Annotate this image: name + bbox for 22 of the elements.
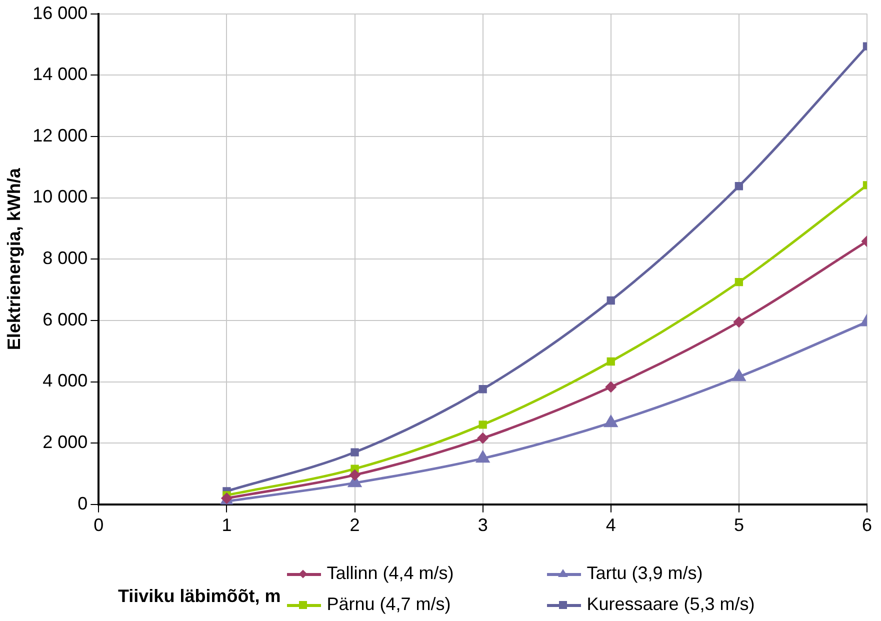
y-tick-label: 14 000 <box>32 64 88 84</box>
legend-label: Tartu (3,9 m/s) <box>586 563 703 584</box>
y-tick-label: 8 000 <box>42 248 88 268</box>
y-axis-title: Elektrienergia, kWh/a <box>4 167 24 350</box>
y-tick-label: 16 000 <box>32 2 88 23</box>
y-tick-label: 12 000 <box>32 125 88 146</box>
y-tick-label: 10 000 <box>32 186 88 207</box>
x-axis-title: Tiiviku läbimõõt, m <box>118 586 281 607</box>
x-tick-label: 5 <box>734 515 744 536</box>
y-tick-label: 0 <box>78 493 88 514</box>
x-tick-label: 4 <box>606 515 616 536</box>
x-tick-label: 3 <box>478 515 488 536</box>
x-tick-label: 0 <box>94 515 104 536</box>
x-tick-label: 6 <box>862 515 872 536</box>
y-tick-label: 4 000 <box>42 370 88 391</box>
x-tick-label: 2 <box>350 515 360 536</box>
x-tick-label: 1 <box>222 515 232 536</box>
legend-label: Tallinn (4,4 m/s) <box>326 563 454 584</box>
legend-label: Pärnu (4,7 m/s) <box>326 594 451 615</box>
y-tick-label: 2 000 <box>42 432 88 452</box>
y-tick-label: 6 000 <box>42 309 88 330</box>
legend-label: Kuressaare (5,3 m/s) <box>586 594 755 615</box>
